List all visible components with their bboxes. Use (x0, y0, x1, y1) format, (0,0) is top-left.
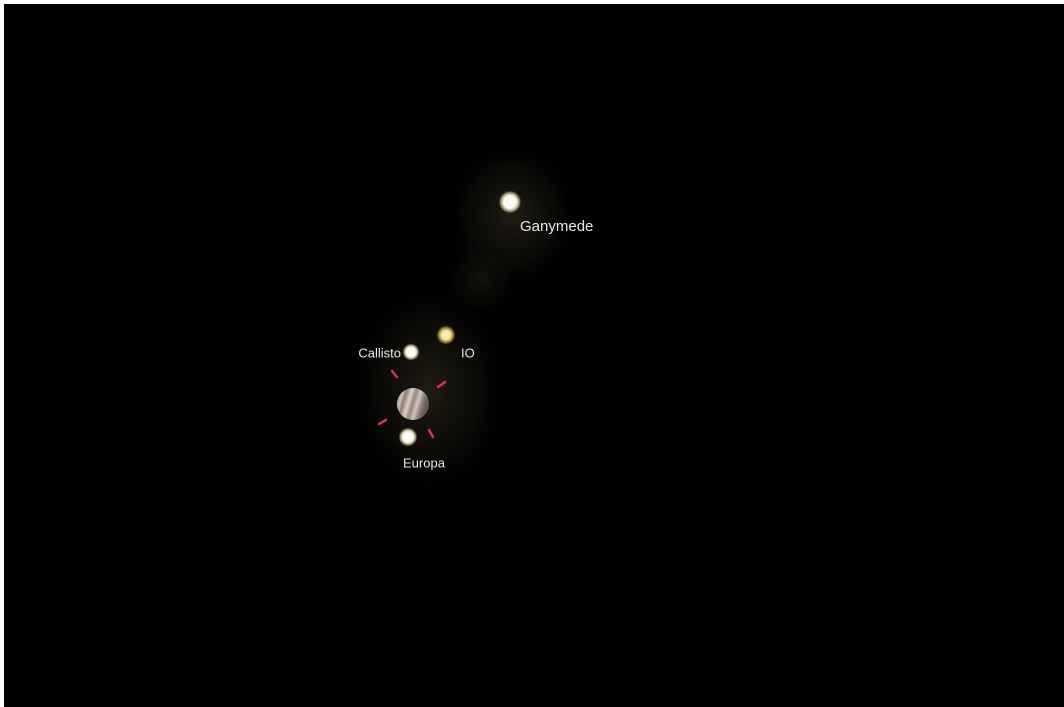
callisto (402, 343, 420, 361)
sky-view: Ganymede Callisto IO Europa (0, 0, 1064, 707)
ganymede (498, 190, 522, 214)
sky-background (4, 4, 1064, 707)
jupiter (397, 388, 429, 420)
io (436, 325, 456, 345)
moon-label: Ganymede (520, 218, 593, 235)
europa (398, 427, 418, 447)
moon-label: Callisto (358, 345, 401, 360)
moon-label: IO (461, 345, 475, 360)
moon-label: Europa (403, 455, 446, 470)
glow (440, 240, 520, 320)
